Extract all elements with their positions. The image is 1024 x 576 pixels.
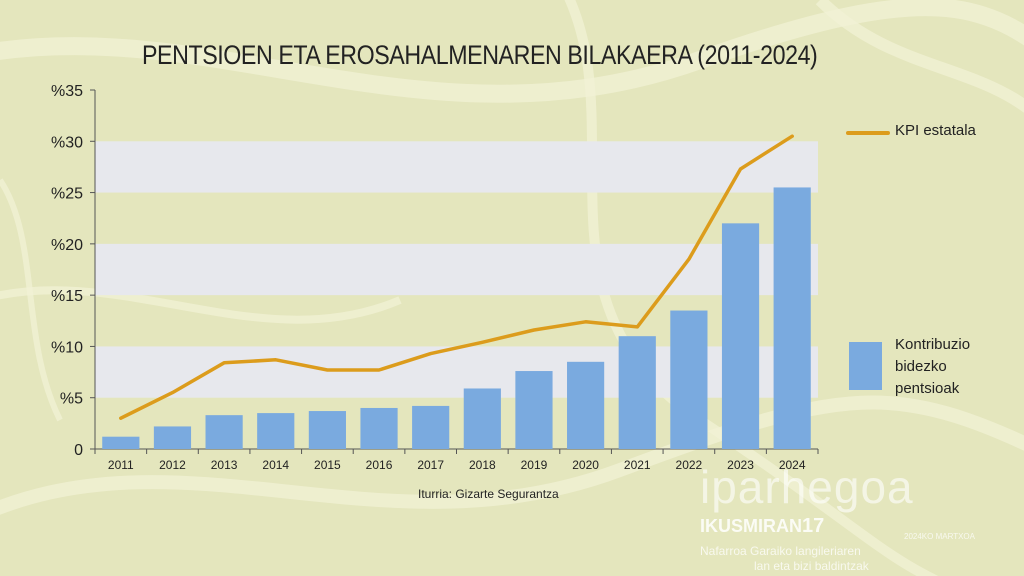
grid-band [95, 243, 818, 296]
grid-bands [95, 141, 818, 398]
bar [308, 411, 346, 449]
brand-tagline-1: Nafarroa Garaiko langileriaren [700, 544, 861, 558]
bar [773, 187, 811, 449]
brand-name: iparhegoa [700, 461, 914, 513]
bar [670, 310, 708, 449]
bar [567, 361, 605, 449]
brand-sub: IKUSMIRAN17 [700, 515, 824, 538]
brand-logo: iparhegoa IKUSMIRAN17 2024KO MARTXOA Naf… [700, 460, 1000, 573]
x-tick-label: 2024 [779, 458, 806, 472]
x-tick-label: 2012 [159, 458, 186, 472]
y-tick-label: %35 [51, 83, 83, 100]
y-tick-label: %10 [51, 339, 83, 356]
brand-sub-number: 17 [802, 515, 825, 537]
y-tick-label: %30 [51, 134, 83, 151]
y-tick-label: %25 [51, 186, 83, 203]
x-tick-label: 2023 [727, 458, 754, 472]
source-note: Iturria: Gizarte Segurantza [418, 487, 559, 501]
bar [102, 436, 140, 449]
grid-band [95, 141, 818, 193]
bar [412, 405, 450, 449]
brand-sub-text: IKUSMIRAN [700, 516, 802, 536]
x-tick-label: 2013 [211, 458, 238, 472]
x-tick-label: 2022 [676, 458, 703, 472]
legend-marks [846, 131, 890, 390]
y-tick-label: 0 [74, 442, 83, 459]
brand-tagline-2: lan eta bizi baldintzak [754, 559, 869, 573]
bar [515, 371, 553, 449]
y-tick-labels: 0 %5 %10 %15 %20 %25 %30 %35 [51, 83, 83, 459]
line-path [119, 134, 794, 420]
bar [257, 413, 295, 449]
x-tick-label: 2014 [262, 458, 289, 472]
y-tick-label: %15 [51, 288, 83, 305]
bar [618, 336, 656, 449]
legend-line-label: KPI estatala [895, 122, 976, 139]
legend-bar-swatch [849, 342, 882, 390]
bar [153, 426, 192, 449]
x-tick-label: 2021 [624, 458, 651, 472]
x-tick-label: 2011 [108, 458, 134, 472]
x-tick-labels: 2011 2012 2013 2014 2015 2016 2017 2018 2019 2020… [108, 458, 806, 472]
x-tick-label: 2015 [314, 458, 341, 472]
legend-bar-label: Kontribuzio bidezko pentsioak [895, 336, 971, 397]
bar-series [102, 187, 811, 449]
x-tick-label: 2019 [521, 458, 548, 472]
chart-title: PENTSIOEN ETA EROSAHALMENAREN BILAKAERA … [142, 40, 818, 70]
x-tick-label: 2018 [469, 458, 496, 472]
x-tick-label: 2016 [366, 458, 393, 472]
bar [205, 415, 243, 449]
y-tick-label: %5 [60, 391, 83, 408]
line-series [119, 134, 794, 420]
x-tick-label: 2020 [572, 458, 599, 472]
x-tick-label: 2017 [417, 458, 444, 472]
bar [463, 388, 501, 449]
grid-band [95, 346, 818, 398]
bar [360, 407, 398, 449]
y-tick-label: %20 [51, 237, 83, 254]
bar [721, 223, 760, 449]
brand-date: 2024KO MARTXOA [904, 532, 975, 541]
